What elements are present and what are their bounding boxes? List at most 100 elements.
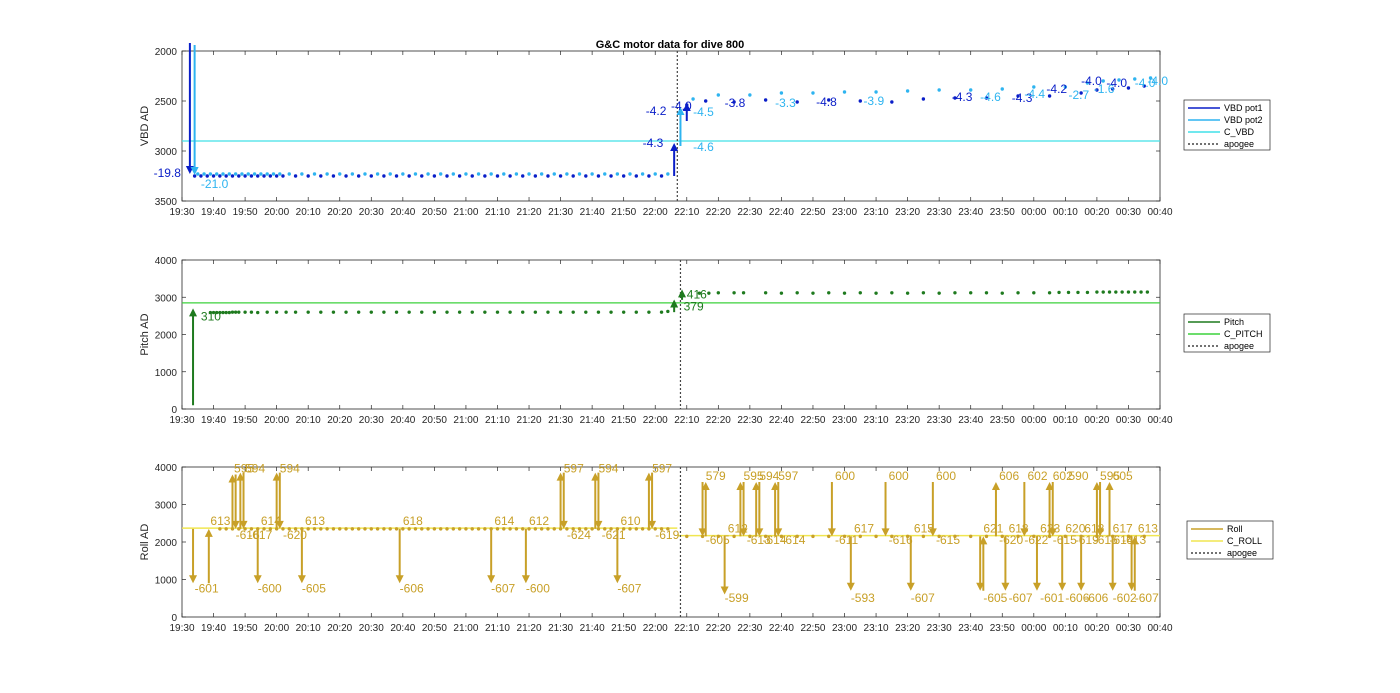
data-point [233, 172, 238, 176]
value-annotation: -4.3 [643, 136, 664, 150]
value-annotation: -620 [283, 528, 307, 542]
x-tick-label: 22:50 [800, 415, 825, 426]
data-point [293, 527, 298, 531]
data-point [369, 310, 373, 314]
arrow-head [613, 575, 622, 584]
data-point [1101, 290, 1105, 294]
data-point [483, 527, 487, 531]
data-point [634, 310, 638, 314]
data-point [533, 174, 538, 178]
y-tick-label: 4000 [155, 256, 178, 267]
x-tick-label: 23:40 [958, 207, 983, 218]
value-annotation: 595 [234, 462, 254, 476]
value-annotation: -617 [248, 528, 272, 542]
data-point [514, 172, 519, 176]
data-point [1079, 91, 1083, 95]
data-point [312, 527, 317, 531]
data-point [457, 527, 462, 531]
pitch-panel: 19:30 19:40 19:50 20:00 20:10 20:20 20:30 20:40… [139, 256, 1271, 426]
data-point [584, 310, 588, 314]
arrow-head [736, 482, 745, 490]
value-annotation: 600 [936, 469, 956, 483]
arrow-head [1001, 582, 1010, 591]
x-tick-label: 22:00 [643, 623, 668, 634]
x-tick-label: 20:40 [390, 623, 415, 634]
data-point [779, 534, 784, 539]
data-point [653, 527, 657, 531]
data-point [584, 527, 588, 531]
data-point [1133, 77, 1137, 81]
arrow-head [678, 289, 687, 298]
data-point [495, 527, 500, 531]
data-point [1066, 290, 1071, 295]
data-point [432, 310, 437, 314]
data-point [262, 527, 266, 531]
value-annotation: -605 [983, 591, 1007, 605]
arrow-head [189, 575, 198, 584]
arrow-head [752, 482, 761, 490]
data-point [521, 174, 525, 178]
value-annotation: -606 [400, 582, 424, 596]
value-annotation: 594 [245, 462, 265, 476]
value-annotation: -607 [491, 582, 515, 596]
arrow-head [228, 474, 237, 483]
arrow-head [928, 528, 937, 537]
data-point [514, 527, 519, 531]
x-tick-label: 20:30 [359, 207, 384, 218]
data-point [208, 172, 213, 176]
x-tick-label: 19:50 [233, 415, 258, 426]
data-point [732, 100, 736, 104]
data-point [1126, 86, 1131, 90]
data-point [325, 172, 329, 176]
data-point [615, 172, 620, 176]
value-annotation: -4.0 [1106, 76, 1127, 90]
arrow-head [906, 582, 915, 591]
data-point [565, 527, 569, 531]
data-point [577, 172, 582, 176]
y-tick-label: 2000 [155, 331, 178, 342]
value-annotation: 612 [529, 514, 549, 528]
data-point [1139, 290, 1143, 294]
data-point [287, 527, 291, 531]
value-annotation: -619 [655, 528, 679, 542]
arrow-head [487, 575, 496, 584]
x-tick-label: 00:00 [1021, 207, 1046, 218]
value-annotation: 602 [1053, 469, 1073, 483]
vbd-panel: 19:30 19:40 19:50 20:00 20:10 20:20 20:30 20:40… [139, 43, 1271, 218]
data-point [407, 310, 411, 314]
data-point [319, 527, 323, 531]
data-point [748, 534, 752, 539]
x-tick-label: 21:30 [548, 623, 573, 634]
value-annotation: -4.0 [1081, 74, 1102, 88]
x-tick-label: 22:20 [706, 207, 731, 218]
data-point [445, 174, 449, 178]
arrow-head [670, 143, 679, 151]
value-annotation: -615 [1094, 533, 1118, 547]
value-annotation: 618 [1084, 522, 1104, 536]
value-annotation: -4.5 [693, 105, 714, 119]
x-tick-label: 23:30 [927, 415, 952, 426]
legend-entry: apogee [1224, 139, 1254, 149]
data-point [445, 527, 449, 531]
value-annotation: -615 [936, 533, 960, 547]
x-tick-label: 21:10 [485, 623, 510, 634]
data-point [741, 291, 746, 295]
x-tick-label: 00:20 [1084, 415, 1109, 426]
data-point [230, 174, 235, 178]
x-tick-label: 20:20 [327, 623, 352, 634]
data-point [558, 174, 563, 178]
data-point [905, 534, 910, 539]
data-point [192, 174, 197, 178]
data-point [527, 527, 531, 531]
data-point [331, 174, 336, 178]
x-tick-label: 00:40 [1147, 207, 1172, 218]
data-point [921, 97, 926, 101]
data-point [451, 527, 456, 531]
arrow-head [1096, 528, 1105, 537]
arrow-head [239, 520, 248, 529]
value-annotation: 594 [598, 462, 618, 476]
legend-entry: C_ROLL [1227, 536, 1262, 546]
x-tick-label: 19:50 [233, 207, 258, 218]
